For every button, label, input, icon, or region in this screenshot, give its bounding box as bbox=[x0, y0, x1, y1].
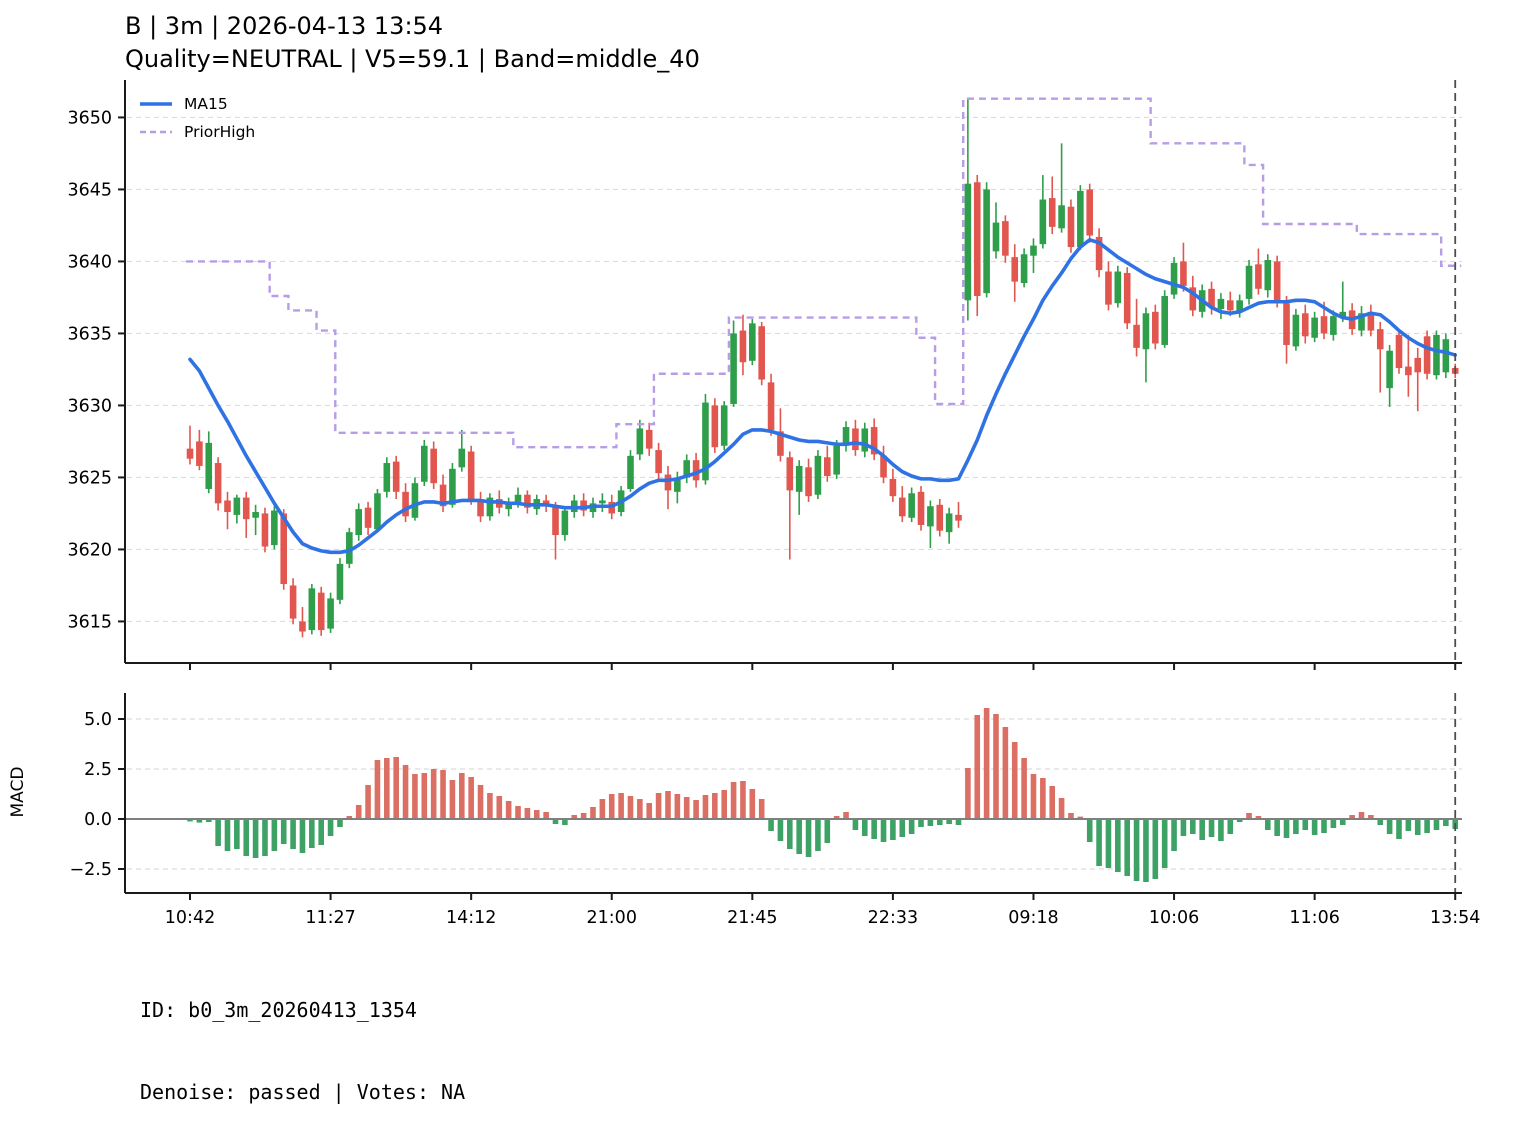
svg-text:0.0: 0.0 bbox=[84, 810, 112, 830]
svg-text:−2.5: −2.5 bbox=[70, 860, 113, 880]
svg-text:21:00: 21:00 bbox=[587, 908, 637, 928]
legend-item-priorhigh: PriorHigh bbox=[140, 118, 255, 146]
candlestick-series bbox=[186, 98, 1459, 638]
legend-label-priorhigh: PriorHigh bbox=[184, 123, 256, 141]
axes-spines bbox=[124, 80, 1462, 894]
svg-text:3625: 3625 bbox=[67, 468, 112, 488]
svg-text:13:54: 13:54 bbox=[1430, 908, 1480, 928]
svg-text:11:27: 11:27 bbox=[305, 908, 355, 928]
svg-text:3635: 3635 bbox=[67, 324, 112, 344]
chart-title-line2: Quality=NEUTRAL | V5=59.1 | Band=middle_… bbox=[125, 45, 700, 73]
metadata-footer: ID: b0_3m_20260413_1354 Denoise: passed … bbox=[140, 942, 754, 1143]
chart-title-line1: B | 3m | 2026-04-13 13:54 bbox=[125, 12, 444, 40]
macd-histogram bbox=[187, 708, 1459, 882]
axis-ticks-and-labels: 3615 3620 3625 3630 3635 3640 3645 3650 −2.5 0.0 2… bbox=[67, 108, 1480, 928]
svg-text:3645: 3645 bbox=[67, 180, 112, 200]
priorhigh-line bbox=[186, 97, 1462, 449]
footer-line-denoise: Denoise: passed | Votes: NA bbox=[140, 1080, 466, 1105]
svg-text:21:45: 21:45 bbox=[727, 908, 777, 928]
gridlines bbox=[127, 116, 1462, 870]
footer-line-id: ID: b0_3m_20260413_1354 bbox=[140, 997, 417, 1022]
svg-text:09:18: 09:18 bbox=[1008, 908, 1058, 928]
chart-title-block: B | 3m | 2026-04-13 13:54 Quality=NEUTRA… bbox=[125, 10, 700, 76]
ma15-line-swatch-icon bbox=[140, 102, 172, 106]
macd-axis-label: MACD bbox=[8, 766, 28, 818]
legend-item-ma15: MA15 bbox=[140, 90, 255, 118]
svg-text:3620: 3620 bbox=[67, 540, 112, 560]
svg-text:11:06: 11:06 bbox=[1289, 908, 1339, 928]
priorhigh-dashed-swatch-icon bbox=[140, 130, 172, 134]
svg-text:14:12: 14:12 bbox=[446, 908, 496, 928]
legend: MA15 PriorHigh bbox=[140, 90, 255, 146]
ma15-line bbox=[188, 238, 1458, 555]
svg-text:22:33: 22:33 bbox=[868, 908, 918, 928]
svg-text:3640: 3640 bbox=[67, 252, 112, 272]
svg-text:3650: 3650 bbox=[67, 108, 112, 128]
svg-text:3630: 3630 bbox=[67, 396, 112, 416]
svg-text:10:42: 10:42 bbox=[165, 908, 215, 928]
svg-text:3615: 3615 bbox=[67, 612, 112, 632]
svg-text:10:06: 10:06 bbox=[1149, 908, 1199, 928]
svg-text:2.5: 2.5 bbox=[84, 760, 112, 780]
legend-label-ma15: MA15 bbox=[184, 95, 228, 113]
svg-text:5.0: 5.0 bbox=[84, 710, 112, 730]
